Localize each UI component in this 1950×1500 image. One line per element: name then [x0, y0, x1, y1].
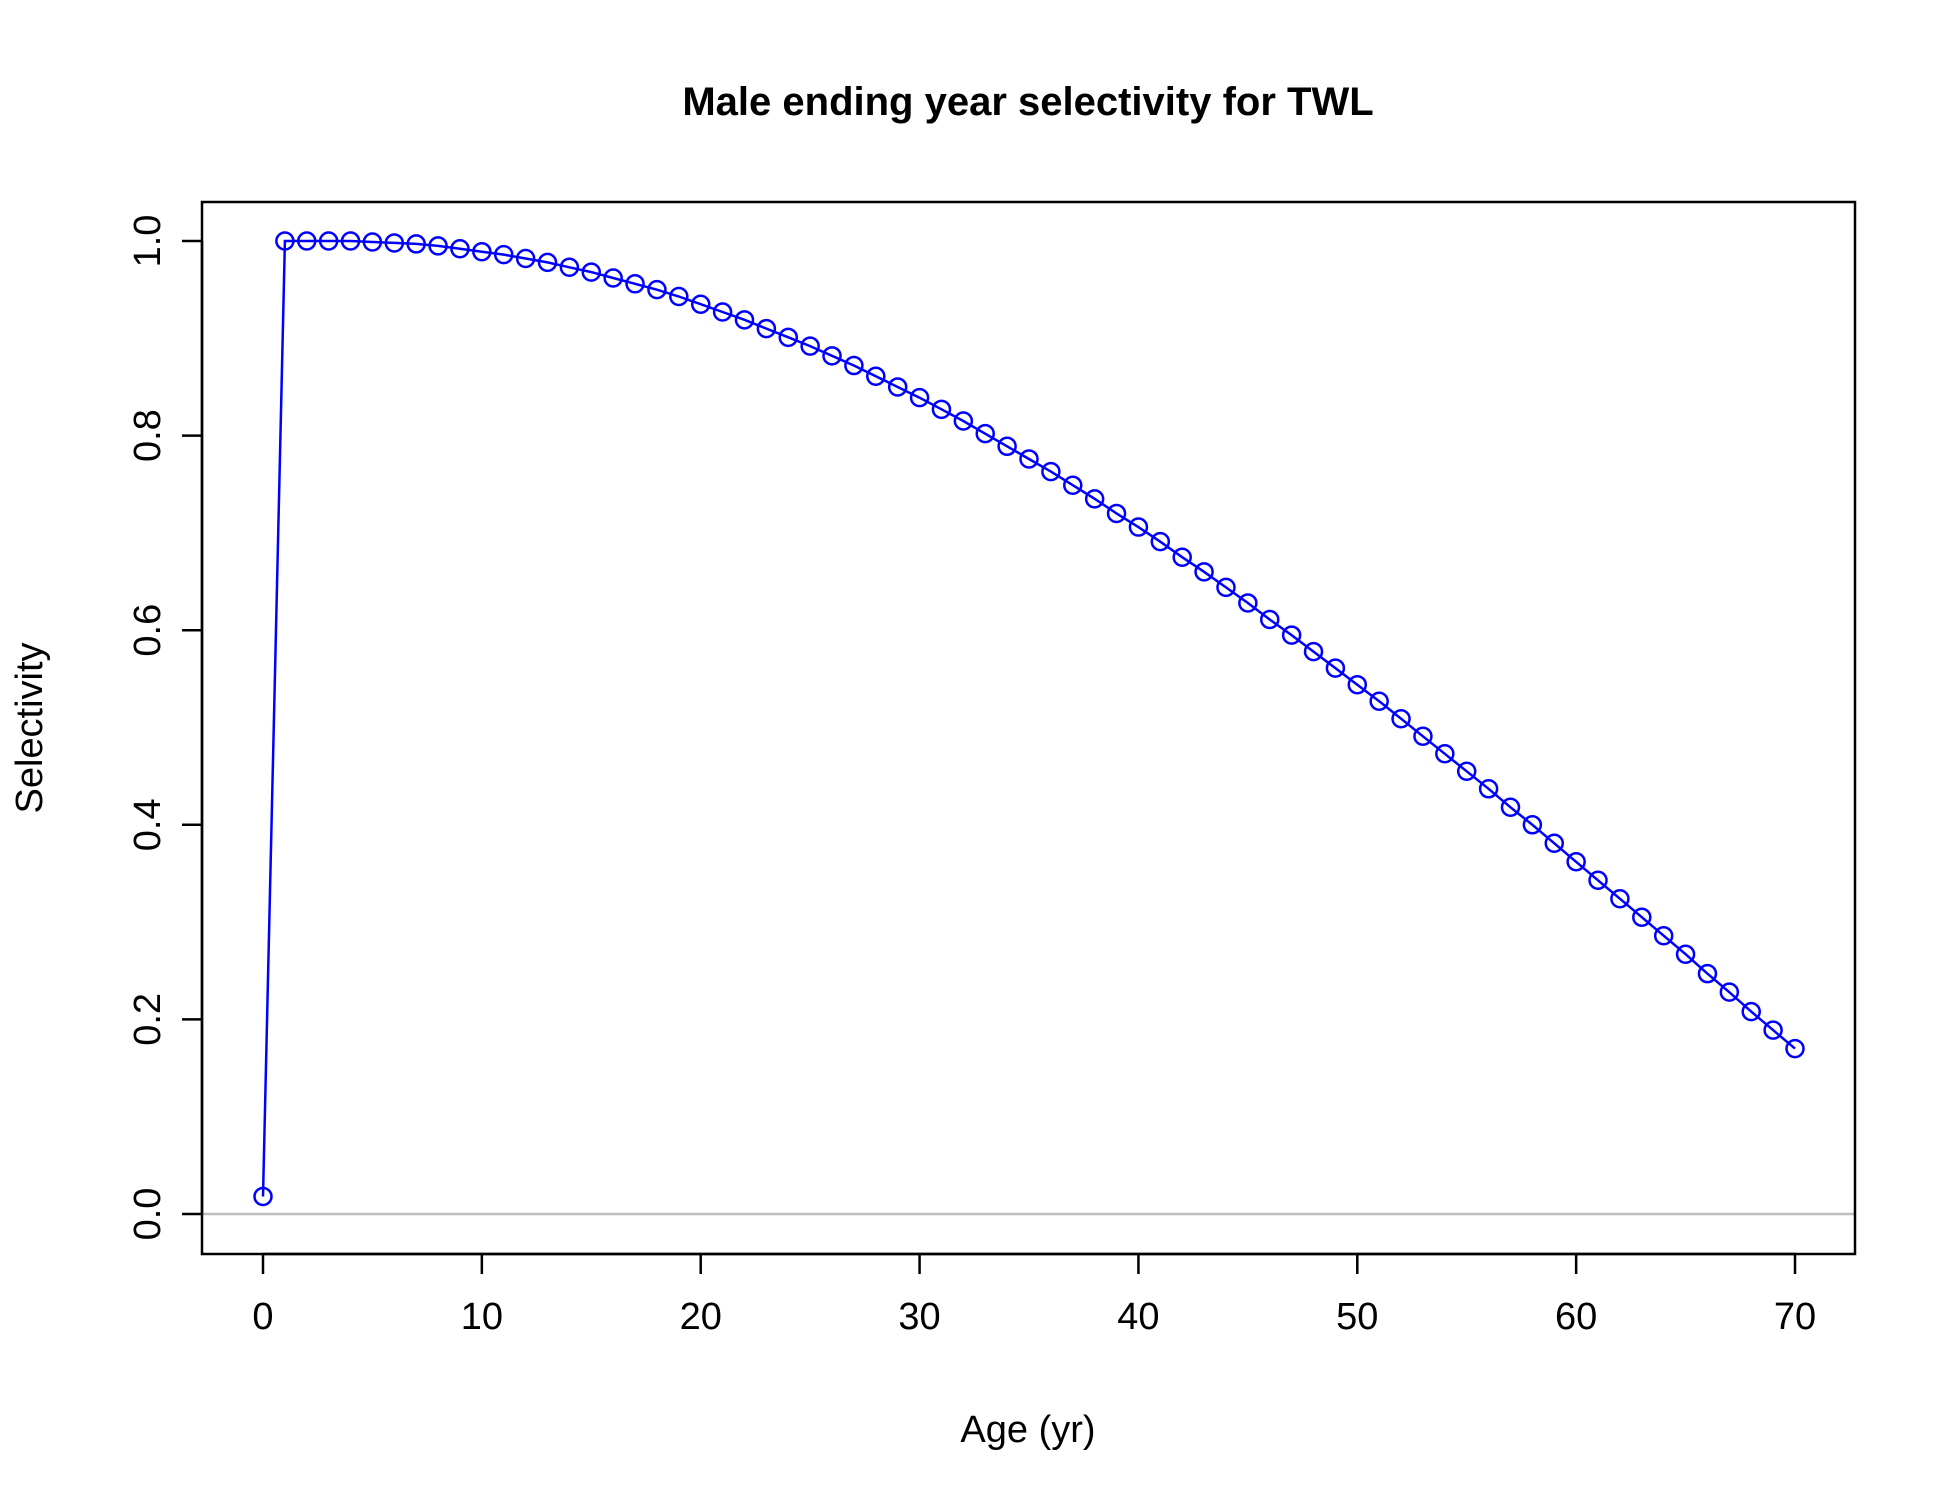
series-line	[261, 239, 1796, 1197]
data-point	[515, 248, 536, 269]
data-point	[1369, 691, 1389, 711]
y-axis-label: Selectivity	[9, 642, 51, 813]
data-point	[1347, 674, 1368, 695]
x-tick-label: 50	[1336, 1296, 1378, 1338]
data-point	[1675, 944, 1696, 964]
data-point	[384, 233, 405, 253]
chart-title: Male ending year selectivity for TWL	[682, 80, 1373, 124]
data-point	[712, 302, 733, 322]
data-point	[1763, 1020, 1783, 1040]
y-axis: 0.0 0.2 0.4 0.6 0.8 1.0	[127, 215, 204, 1241]
data-point	[1084, 489, 1105, 509]
data-point	[1194, 562, 1214, 582]
data-point	[493, 244, 514, 265]
data-point	[734, 310, 755, 330]
plot-frame	[200, 200, 1857, 1256]
data-point	[1697, 963, 1718, 984]
data-point	[253, 1186, 273, 1207]
x-tick-label: 60	[1555, 1296, 1597, 1338]
data-point	[450, 239, 470, 259]
data-point	[1413, 726, 1433, 747]
data-point	[1172, 547, 1192, 567]
data-point	[647, 279, 667, 300]
data-point	[362, 232, 383, 252]
data-point	[844, 355, 864, 376]
data-point	[997, 436, 1017, 457]
data-point	[1063, 475, 1083, 495]
series-layer	[253, 231, 1805, 1207]
y-tick-label: 0.6	[127, 604, 169, 657]
data-point	[1041, 461, 1061, 482]
data-point	[1588, 870, 1608, 891]
data-point	[1391, 708, 1411, 729]
y-tick-label: 0.0	[127, 1188, 169, 1241]
data-point	[1610, 888, 1630, 909]
data-point	[603, 268, 623, 288]
data-point	[318, 231, 339, 251]
data-point	[953, 411, 974, 431]
data-point	[340, 231, 361, 251]
data-point	[756, 318, 777, 339]
data-point	[866, 366, 886, 386]
data-point	[625, 274, 645, 294]
data-point	[1325, 658, 1346, 678]
data-point	[1500, 797, 1521, 818]
data-point	[1719, 982, 1740, 1002]
data-point	[297, 231, 317, 251]
x-tick-label: 30	[898, 1296, 940, 1338]
data-point	[1128, 517, 1149, 537]
data-point	[1303, 641, 1324, 662]
data-point	[472, 241, 492, 262]
data-point	[537, 252, 558, 273]
y-tick-label: 0.2	[127, 993, 169, 1046]
x-axis-label: Age (yr)	[960, 1409, 1095, 1451]
data-point	[275, 231, 295, 251]
data-point	[1741, 1001, 1761, 1022]
data-point	[1150, 531, 1171, 552]
x-tick-label: 10	[461, 1296, 503, 1338]
data-point	[1019, 449, 1039, 469]
data-point	[1478, 779, 1499, 799]
data-point	[559, 257, 580, 278]
data-point	[581, 262, 602, 282]
data-point	[909, 387, 930, 408]
data-point	[690, 294, 711, 314]
x-tick-label: 40	[1117, 1296, 1159, 1338]
x-tick-label: 70	[1774, 1296, 1816, 1338]
data-point	[1238, 593, 1258, 613]
data-point	[931, 399, 952, 420]
data-point	[1281, 625, 1302, 645]
y-tick-label: 0.8	[127, 409, 169, 462]
data-point	[428, 236, 448, 256]
data-point	[822, 346, 842, 366]
data-point	[1566, 852, 1586, 872]
data-point	[800, 336, 820, 356]
data-point	[669, 286, 689, 307]
data-point	[1259, 609, 1280, 630]
data-point	[1456, 761, 1477, 782]
x-axis: 0 10 20 30 40 50 60 70	[252, 1252, 1816, 1338]
data-point	[975, 423, 995, 444]
data-point	[1544, 833, 1565, 854]
data-point	[778, 327, 799, 348]
data-point	[1785, 1038, 1805, 1059]
data-point	[1653, 925, 1674, 946]
data-point	[1216, 577, 1236, 598]
data-point	[406, 234, 426, 254]
data-point	[887, 377, 908, 397]
data-point	[1632, 907, 1652, 927]
y-tick-label: 1.0	[127, 215, 169, 268]
data-point	[1106, 503, 1127, 524]
x-tick-label: 20	[680, 1296, 722, 1338]
data-point	[1522, 815, 1543, 835]
data-point	[1435, 744, 1455, 764]
y-tick-label: 0.4	[127, 798, 169, 851]
x-tick-label: 0	[252, 1296, 273, 1338]
